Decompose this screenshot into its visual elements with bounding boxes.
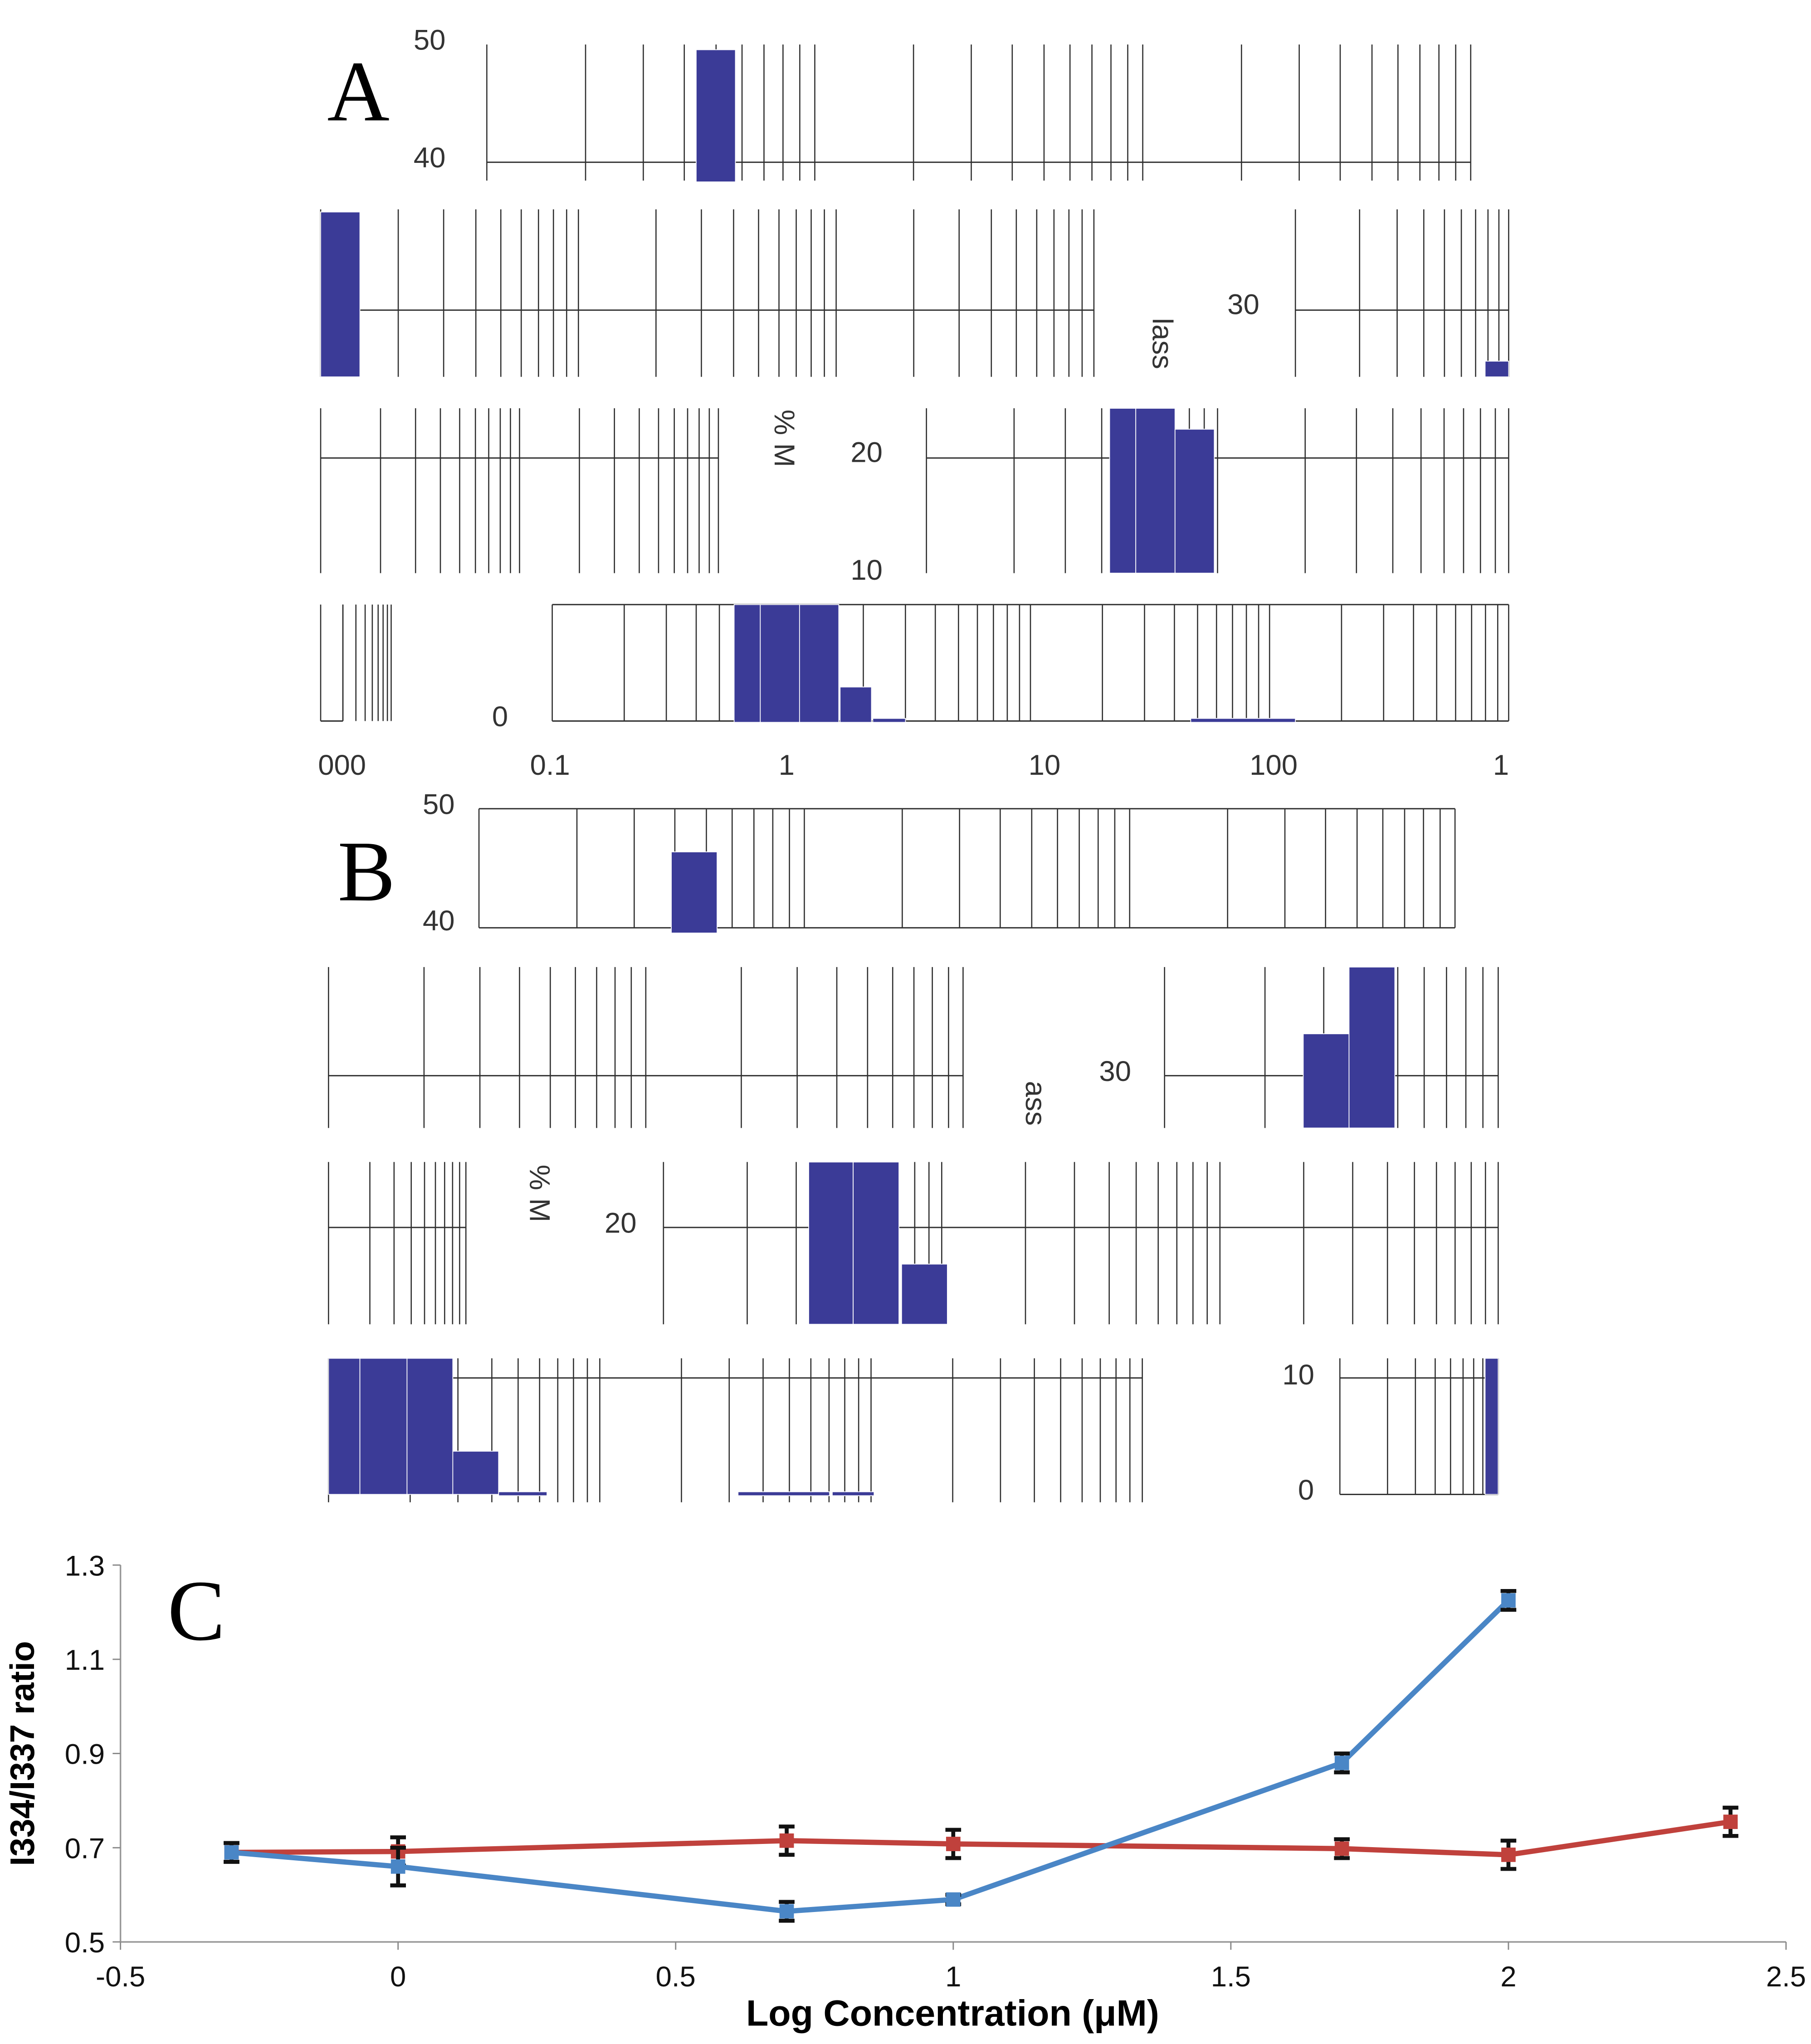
- panel-c-x-tick-label: 0: [390, 1961, 406, 1993]
- panel-a-tick-labels: 50 40 30 20 10 0 000 0.1 1 10 100 1: [318, 24, 1509, 781]
- panel-c-x-tick-label: 1: [945, 1961, 961, 1993]
- panel-a-y-tick-label: 50: [414, 24, 446, 56]
- panel-b-bar: [671, 851, 718, 934]
- panel-b-bar: [901, 1263, 948, 1325]
- panel-c-line-chart: C 0.5 0.7 0.9 1.1 1.3 -0.5 0 0.5 1 1.5 2 2.5 Log C…: [3, 1550, 1806, 2034]
- panel-c-point-blue: [391, 1859, 405, 1874]
- panel-c-point-red: [1501, 1847, 1516, 1862]
- panel-c-y-tick-label: 0.9: [65, 1739, 105, 1770]
- panel-b-bar: [808, 1161, 854, 1325]
- panel-a-y-tick-label: 20: [850, 436, 883, 468]
- panel-a-ylabel-fragment: % M: [768, 410, 800, 467]
- panel-a-bar: [1135, 408, 1176, 574]
- panel-c-point-blue: [1334, 1755, 1349, 1770]
- panel-c-point-red: [779, 1833, 794, 1848]
- panel-b-grid: [328, 808, 1499, 1502]
- panel-a-bar: [320, 211, 361, 377]
- panel-c-point-blue: [946, 1892, 961, 1907]
- panel-c-y-tick-label: 1.1: [65, 1644, 105, 1676]
- panel-b-bar: [1348, 966, 1396, 1129]
- panel-a-y-tick-label: 0: [492, 701, 508, 733]
- panel-a-y-tick-label: 30: [1227, 289, 1259, 320]
- panel-b-bar: [328, 1358, 361, 1495]
- panel-a-x-tick-label: 000: [318, 749, 366, 781]
- panel-b-y-tick-label: 10: [1282, 1359, 1314, 1391]
- panel-b-bar: [853, 1161, 899, 1325]
- panel-b-bar: [359, 1358, 408, 1495]
- panel-c-x-tick-label: -0.5: [96, 1961, 145, 1993]
- panel-b-ylabel-fragment: ass: [1020, 1081, 1051, 1126]
- panel-b-y-tick-label: 0: [1298, 1474, 1314, 1506]
- panel-c-x-tick-label: 1.5: [1211, 1961, 1251, 1993]
- panel-c-x-ticks: -0.5 0 0.5 1 1.5 2 2.5: [96, 1941, 1806, 1993]
- panel-b-bar: [406, 1358, 454, 1495]
- panel-a-x-tick-label: 1: [1493, 749, 1509, 781]
- panel-b-ylabel-fragment: % M: [524, 1164, 556, 1222]
- panel-c-point-blue: [779, 1904, 794, 1919]
- panel-c-point-blue: [1501, 1593, 1516, 1608]
- panel-a-bar: [872, 718, 906, 723]
- panel-a-y-tick-label: 10: [850, 554, 883, 586]
- panel-c-x-tick-label: 2.5: [1766, 1961, 1806, 1993]
- panel-a-bar: [733, 604, 761, 723]
- panel-b-bar: [498, 1491, 547, 1496]
- panel-c-y-tick-label: 0.5: [65, 1927, 105, 1959]
- panel-a-bar: [1484, 361, 1509, 377]
- panel-b-y-tick-label: 40: [423, 905, 455, 937]
- panel-a-y-tick-label: 40: [414, 142, 446, 174]
- panel-c-x-tick-label: 2: [1500, 1961, 1516, 1993]
- panel-a-x-tick-label: 1: [779, 749, 795, 781]
- panel-c-x-tick-label: 0.5: [656, 1961, 696, 1993]
- panel-c-series: [224, 1589, 1738, 1923]
- panel-a-bar: [840, 686, 872, 723]
- panel-c-point-red: [1723, 1814, 1738, 1829]
- panel-c-point-blue: [224, 1845, 239, 1860]
- panel-a-x-tick-label: 10: [1029, 749, 1061, 781]
- panel-b-bar: [1303, 1033, 1350, 1129]
- panel-b-tick-labels: 50 40 30 20 10 0: [423, 788, 1314, 1506]
- panel-c-y-tick-label: 0.7: [65, 1833, 105, 1864]
- panel-b-y-tick-label: 50: [423, 788, 455, 820]
- panel-b-y-tick-label: 20: [605, 1207, 637, 1239]
- panel-b-y-tick-label: 30: [1099, 1056, 1131, 1087]
- panel-a-bars: [320, 49, 1509, 723]
- panel-b-bar: [832, 1491, 875, 1496]
- panel-a-bar: [1174, 429, 1215, 574]
- panel-a-x-tick-label: 0.1: [530, 749, 570, 781]
- panel-c-point-red: [1334, 1841, 1349, 1856]
- panel-b-bars: [328, 851, 1499, 1496]
- panel-a-bar: [1190, 718, 1296, 723]
- panel-a-bar: [760, 604, 800, 723]
- panel-c-label: C: [167, 1563, 225, 1659]
- panel-a-bar: [799, 604, 840, 723]
- panel-c-y-tick-label: 1.3: [65, 1550, 105, 1582]
- panel-c-y-ticks: 0.5 0.7 0.9 1.1 1.3: [65, 1550, 121, 1959]
- panel-b-bar: [452, 1451, 499, 1495]
- panel-c-series-line-blue: [231, 1598, 1510, 1914]
- panel-c-x-axis-title: Log Concentration (μM): [746, 1993, 1159, 2034]
- panel-b-bar: [737, 1491, 830, 1496]
- panel-a-bar: [696, 49, 736, 182]
- panel-a-x-tick-label: 100: [1250, 749, 1298, 781]
- panel-c-y-axis-title: I334/I337 ratio: [3, 1641, 41, 1866]
- panel-a-histogram: A 50 40 30 20 10 0 000 0.1 1 10 100 1 % …: [318, 24, 1509, 781]
- panel-a-grid: [320, 44, 1509, 722]
- panel-b-label: B: [338, 824, 395, 919]
- panel-c-point-red: [946, 1837, 961, 1851]
- panel-a-label: A: [327, 44, 389, 139]
- panel-a-ylabel-fragment: lass: [1147, 318, 1178, 369]
- panel-b-bar: [1484, 1358, 1499, 1495]
- panel-b-histogram: B 50 40 30 20 10 0 % M ass: [328, 788, 1499, 1506]
- panel-a-bar: [1109, 408, 1137, 574]
